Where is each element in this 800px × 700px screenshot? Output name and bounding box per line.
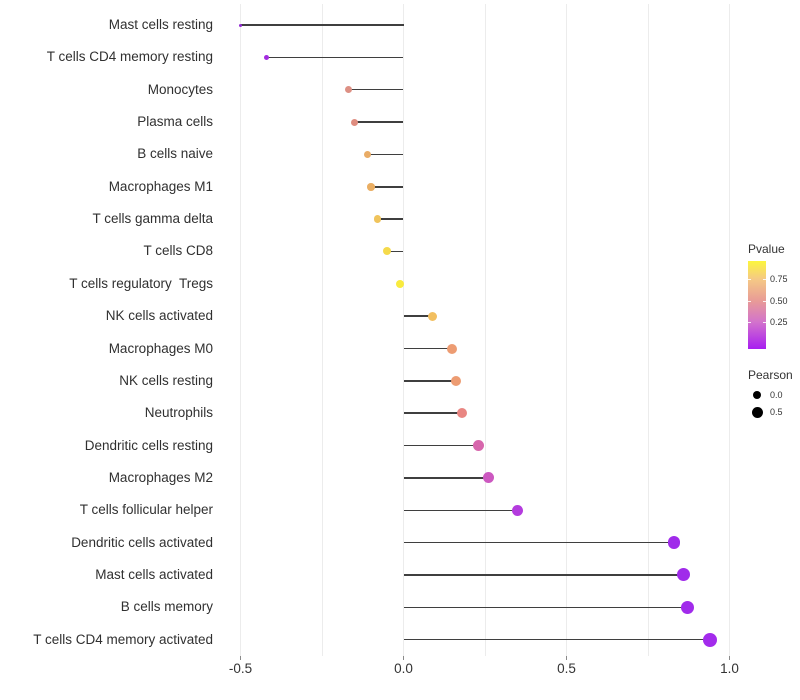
lollipop-stem	[403, 412, 463, 414]
colorbar-tick	[748, 279, 751, 280]
lollipop-dot	[364, 150, 372, 158]
category-label: NK cells activated	[105, 308, 213, 324]
pvalue-colorbar	[748, 261, 766, 349]
lollipop-dot	[344, 86, 352, 94]
lollipop-stem	[370, 186, 404, 188]
lollipop-stem	[403, 315, 433, 317]
category-label: Dendritic cells activated	[71, 534, 213, 550]
colorbar-tick	[763, 301, 766, 302]
lollipop-dot	[367, 183, 375, 191]
category-label: T cells CD4 memory resting	[46, 49, 213, 65]
lollipop-dot	[456, 407, 468, 419]
category-label: T cells regulatory Tregs	[69, 275, 213, 291]
pearson-size-key-dot	[752, 390, 762, 400]
category-label: Mast cells resting	[108, 17, 213, 32]
lollipop-stem	[266, 56, 404, 59]
lollipop-dot	[396, 279, 405, 288]
category-label: T cells follicular helper	[79, 502, 213, 518]
lollipop-dot	[702, 632, 717, 647]
lollipop-dot	[373, 215, 382, 223]
category-label: Mast cells activated	[95, 566, 213, 582]
lollipop-stem	[403, 380, 456, 382]
lollipop-stem	[348, 88, 404, 91]
lollipop-dot	[667, 536, 681, 549]
category-label: Macrophages M1	[108, 178, 213, 194]
category-label: Monocytes	[147, 81, 213, 97]
pvalue-tick-label: 0.50	[770, 296, 788, 306]
category-label: Macrophages M2	[108, 469, 213, 485]
lollipop-stem	[403, 347, 453, 350]
gridline	[647, 4, 649, 656]
category-label: T cells gamma delta	[92, 211, 213, 227]
pearson-size-key-dot	[751, 406, 763, 418]
pvalue-tick-label: 0.25	[770, 317, 788, 327]
lollipop-dot	[472, 440, 484, 452]
x-axis-tick	[240, 656, 241, 660]
lollipop-dot	[264, 54, 270, 60]
x-axis-tick-label: 1.0	[720, 661, 739, 676]
lollipop-stem	[403, 444, 479, 447]
x-axis-tick	[403, 656, 404, 660]
lollipop-stem	[403, 606, 688, 609]
lollipop-dot	[450, 375, 461, 386]
lollipop-dot	[511, 504, 524, 516]
lollipop-stem	[354, 121, 404, 123]
gridline	[403, 4, 404, 656]
colorbar-tick	[763, 322, 766, 323]
gridline	[321, 4, 323, 656]
lollipop-stem	[377, 218, 404, 220]
lollipop-dot	[239, 23, 242, 27]
colorbar-tick	[748, 301, 751, 302]
lollipop-dot	[677, 568, 691, 582]
category-label: B cells naive	[137, 146, 213, 162]
gridline	[729, 4, 730, 656]
lollipop-dot	[680, 600, 694, 614]
gridline	[566, 4, 567, 656]
x-axis-tick-label: 0.5	[557, 661, 576, 676]
lollipop-stem	[240, 24, 404, 26]
category-label: T cells CD4 memory activated	[33, 631, 213, 647]
gridline	[240, 4, 241, 656]
x-axis-tick-label: 0.0	[394, 661, 413, 676]
category-label: NK cells resting	[119, 372, 213, 388]
lollipop-dot	[351, 118, 359, 126]
lollipop-dot	[383, 247, 392, 256]
x-axis-tick	[566, 656, 567, 660]
colorbar-tick	[748, 322, 751, 323]
category-label: Neutrophils	[144, 405, 213, 421]
lollipop-dot	[447, 343, 458, 354]
lollipop-dot	[428, 311, 438, 321]
pearson-size-key-label: 0.5	[770, 407, 783, 417]
x-axis-tick	[729, 656, 730, 660]
lollipop-dot	[482, 472, 494, 484]
lollipop-stem	[403, 541, 675, 544]
lollipop-stem	[387, 250, 404, 253]
category-label: B cells memory	[120, 599, 213, 615]
category-label: Dendritic cells resting	[84, 437, 213, 453]
colorbar-tick	[763, 279, 766, 280]
category-label: T cells CD8	[143, 243, 213, 259]
category-label: Plasma cells	[137, 114, 213, 130]
category-label: Macrophages M0	[108, 340, 213, 356]
lollipop-stem	[367, 153, 404, 156]
lollipop-stem	[403, 574, 684, 576]
lollipop-stem	[403, 477, 489, 479]
x-axis-tick-label: -0.5	[228, 661, 253, 676]
pvalue-legend-title: Pvalue	[748, 242, 785, 256]
gridline	[484, 4, 486, 656]
lollipop-stem	[403, 509, 518, 511]
pearson-size-key-label: 0.0	[770, 390, 783, 400]
lollipop-stem	[403, 638, 710, 641]
pearson-legend-title: Pearson	[748, 368, 793, 382]
pvalue-tick-label: 0.75	[770, 274, 788, 284]
